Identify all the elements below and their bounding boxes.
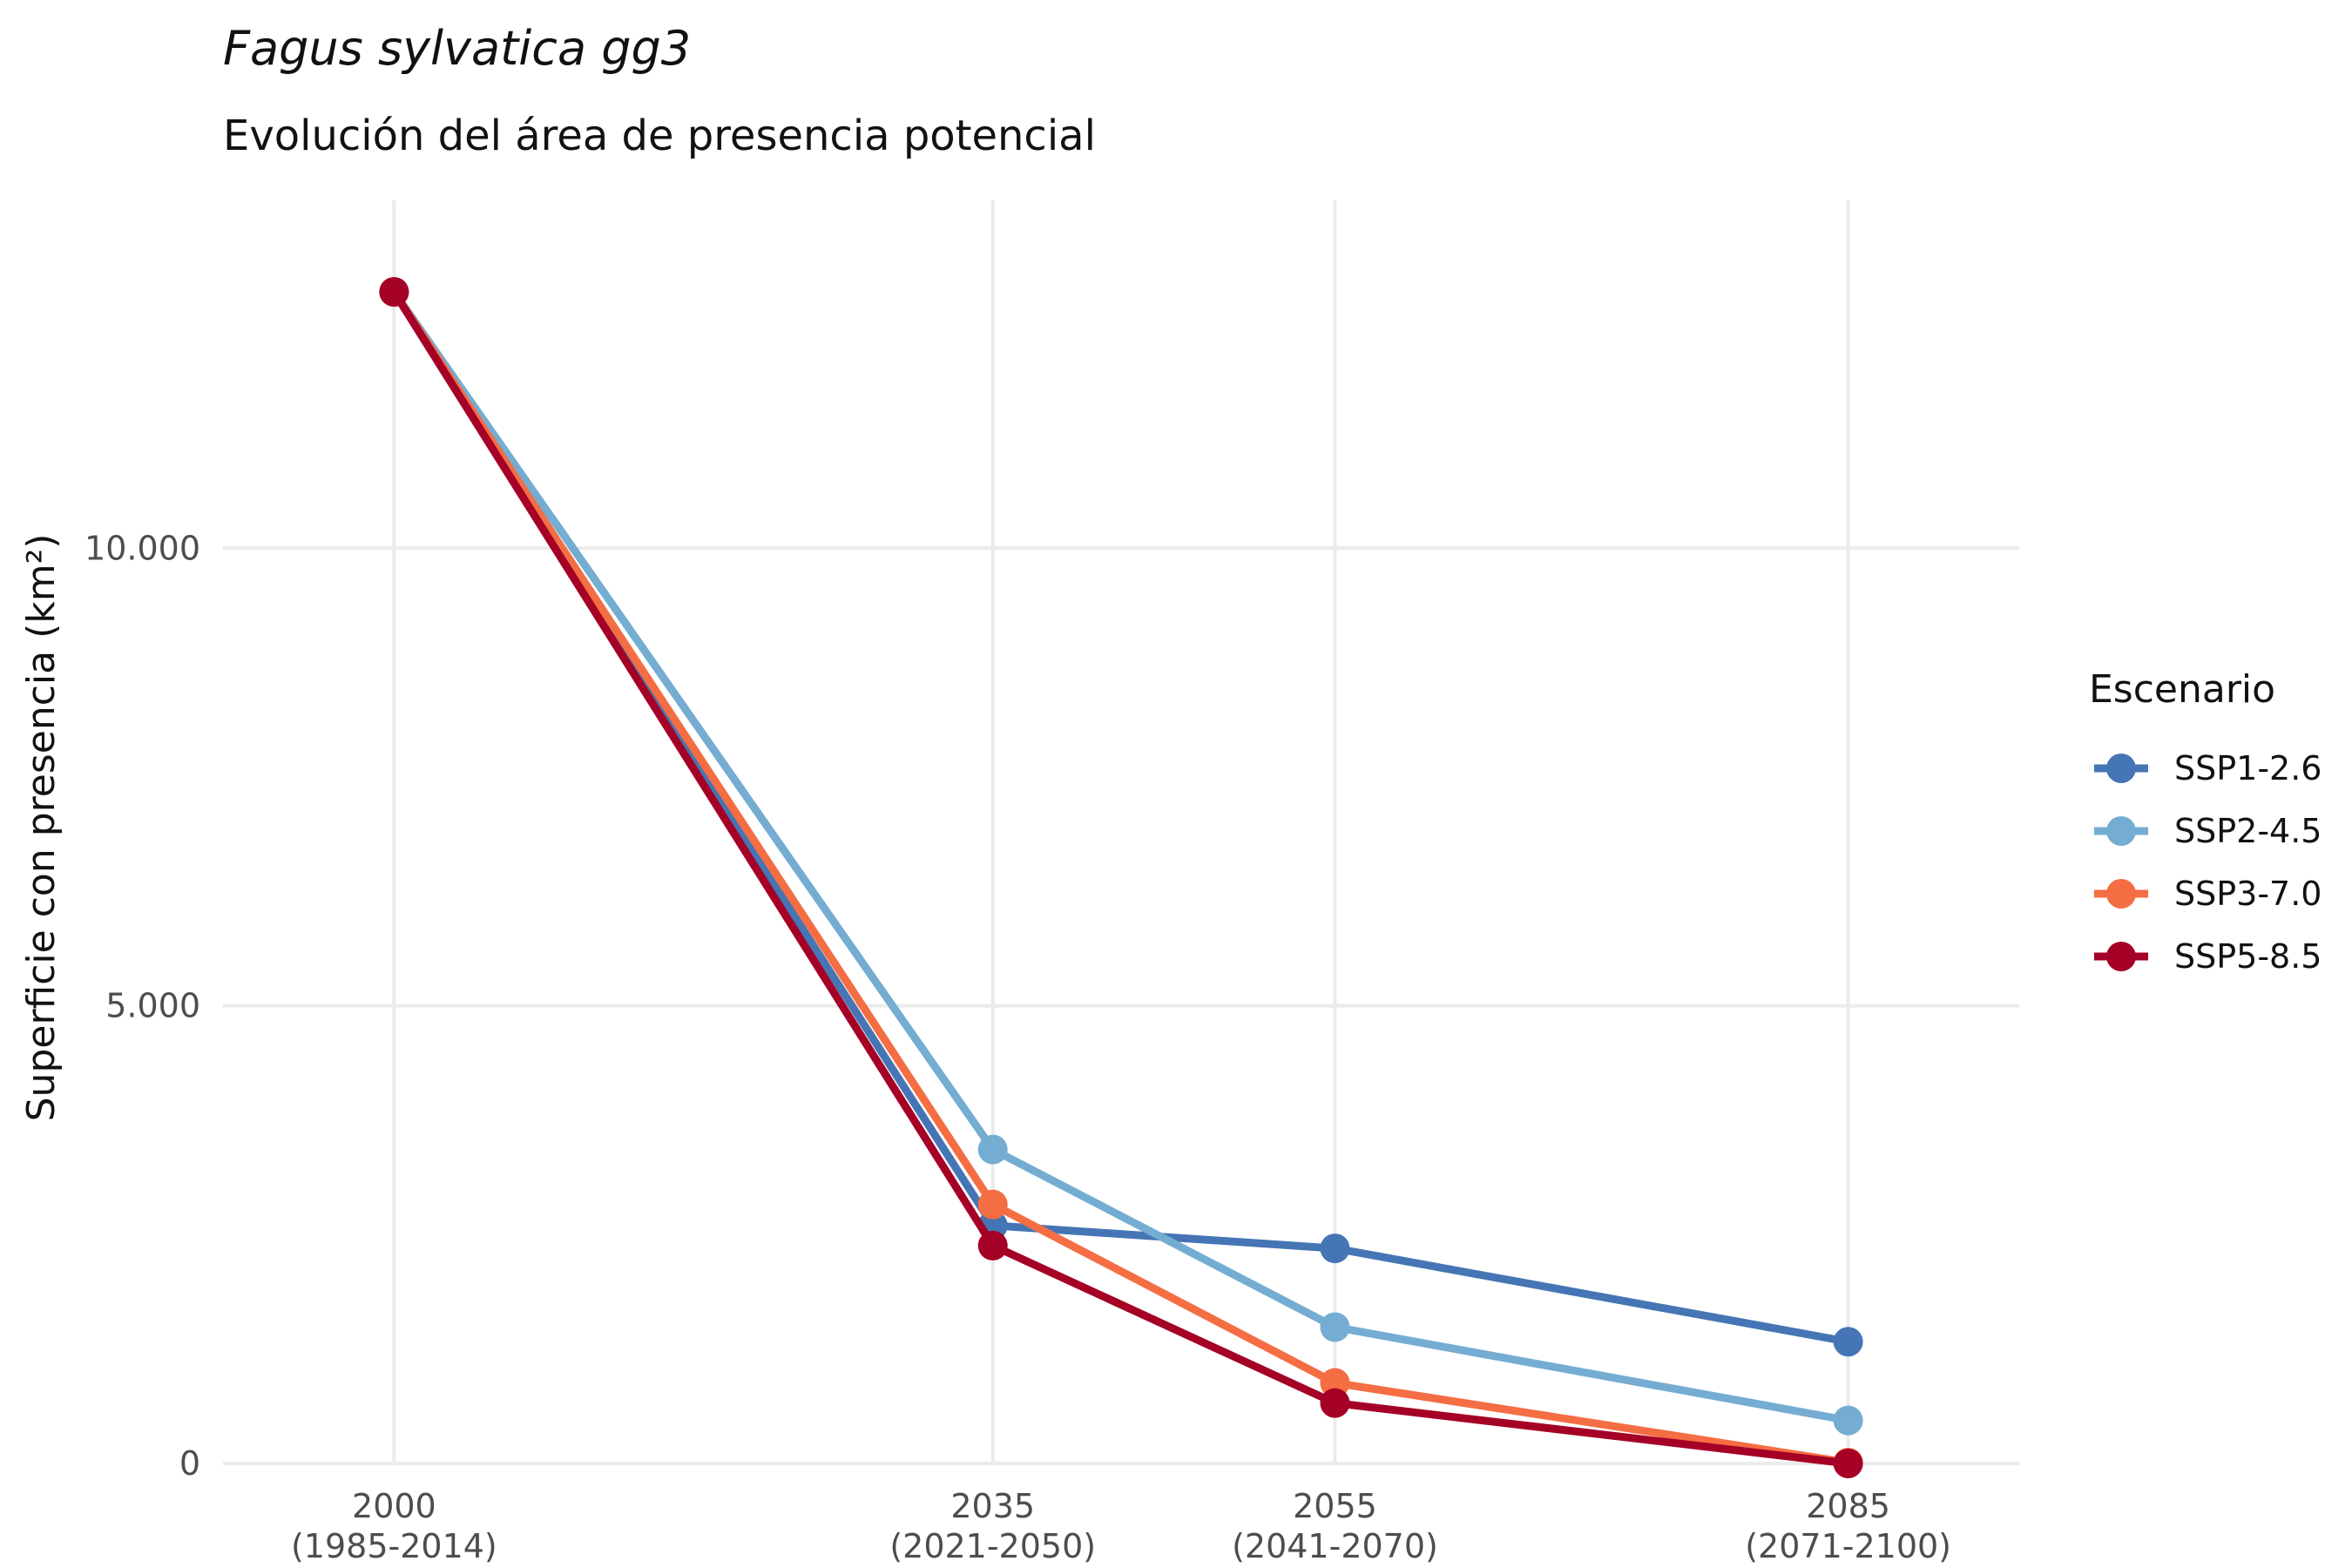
legend-item-SSP3-7.0: SSP3-7.0	[2094, 875, 2322, 913]
point-SSP2-4.5-2035	[977, 1134, 1008, 1165]
legend-key-point	[2106, 816, 2136, 846]
series-lines	[379, 277, 1863, 1478]
x-tick-label-2: 2055 (2041-2070)	[1232, 1487, 1438, 1565]
series-line-SSP2-4.5	[390, 289, 1849, 1425]
point-SSP5-8.5-2000	[379, 277, 409, 308]
legend-title: Escenario	[2089, 667, 2275, 712]
series-SSP1-2.6	[379, 277, 1863, 1357]
series-line-SSP1-2.6	[390, 289, 1849, 1346]
point-SSP2-4.5-2055	[1320, 1312, 1350, 1342]
point-SSP5-8.5-2085	[1833, 1449, 1863, 1478]
point-SSP5-8.5-2035	[977, 1230, 1008, 1260]
legend-label: SSP3-7.0	[2174, 875, 2322, 913]
y-tick-labels: 0 5.000 10.000	[84, 529, 200, 1483]
legend-label: SSP5-8.5	[2174, 937, 2322, 976]
x-tick-label-1: 2035 (2021-2050)	[889, 1487, 1096, 1565]
x-tick-label-3: 2085 (2071-2100)	[1745, 1487, 1951, 1565]
series-SSP2-4.5	[379, 277, 1863, 1436]
legend-key-point	[2106, 879, 2136, 909]
y-tick-label-0: 0	[179, 1444, 200, 1483]
y-axis-label: Superficie con presencia (km²)	[19, 534, 64, 1122]
series-line-SSP3-7.0	[390, 289, 1849, 1467]
legend-key-point	[2106, 754, 2136, 783]
y-tick-label-2: 10.000	[84, 529, 200, 567]
point-SSP3-7.0-2035	[977, 1189, 1008, 1220]
series-SSP5-8.5	[379, 277, 1863, 1478]
legend-item-SSP1-2.6: SSP1-2.6	[2094, 749, 2322, 787]
legend-key-point	[2106, 942, 2136, 971]
chart-title: Fagus sylvatica gg3	[223, 21, 691, 76]
legend: Escenario SSP1-2.6 SSP2-4.5 SSP3-7.0 SSP5-8…	[2089, 667, 2322, 976]
legend-item-SSP2-4.5: SSP2-4.5	[2094, 812, 2322, 850]
point-SSP1-2.6-2055	[1320, 1233, 1350, 1264]
legend-items: SSP1-2.6 SSP2-4.5 SSP3-7.0 SSP5-8.5	[2094, 749, 2322, 976]
point-SSP2-4.5-2085	[1833, 1405, 1863, 1436]
chart-subtitle: Evolución del área de presencia potencia…	[223, 112, 1096, 160]
x-tick-label-0: 2000 (1985-2014)	[291, 1487, 497, 1565]
legend-label: SSP1-2.6	[2174, 749, 2322, 787]
legend-item-SSP5-8.5: SSP5-8.5	[2094, 937, 2322, 976]
grid-lines	[223, 200, 2019, 1465]
series-SSP3-7.0	[379, 277, 1863, 1477]
point-SSP1-2.6-2085	[1833, 1327, 1863, 1357]
x-tick-labels: 2000 (1985-2014) 2035 (2021-2050) 2055 (2041-…	[291, 1487, 1951, 1565]
series-line-SSP5-8.5	[390, 289, 1849, 1468]
y-tick-label-1: 5.000	[105, 987, 200, 1025]
point-SSP5-8.5-2055	[1320, 1388, 1350, 1418]
legend-label: SSP2-4.5	[2174, 812, 2322, 850]
